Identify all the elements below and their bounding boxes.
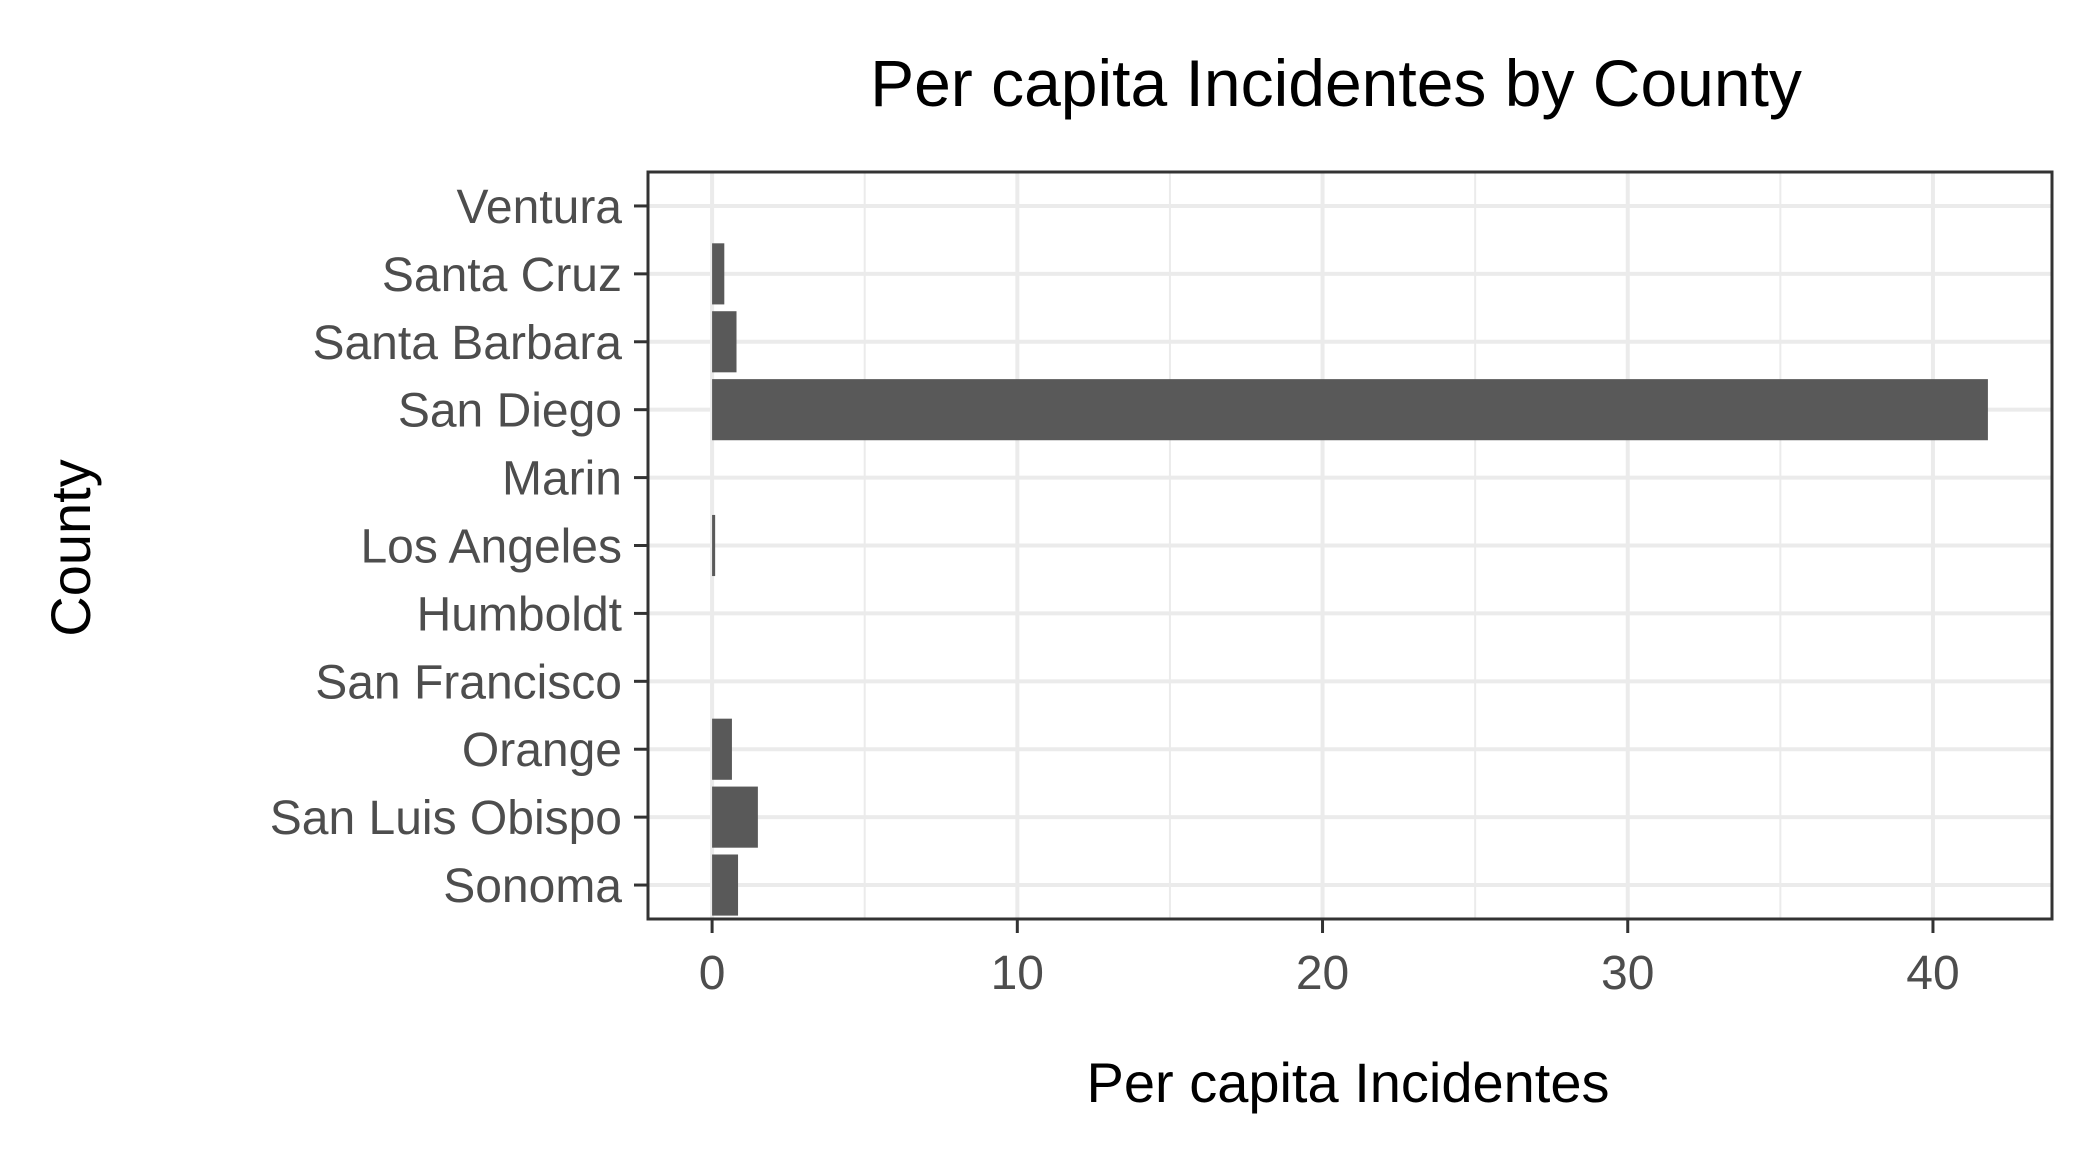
bar bbox=[712, 854, 739, 916]
y-tick-label: San Luis Obispo bbox=[270, 792, 622, 845]
y-tick-label: Santa Barbara bbox=[312, 317, 622, 370]
x-tick-label: 0 bbox=[699, 947, 726, 1000]
bar bbox=[712, 379, 1988, 441]
y-tick-label: Sonoma bbox=[443, 860, 622, 913]
y-tick-label: San Francisco bbox=[315, 656, 622, 709]
y-tick-label: Santa Cruz bbox=[382, 249, 622, 302]
x-axis: 0 10 20 30 40 bbox=[699, 919, 1960, 1000]
y-tick-label: Humboldt bbox=[417, 588, 622, 641]
x-axis-title: Per capita Incidentes bbox=[1087, 1051, 1610, 1114]
grid-lines bbox=[648, 172, 2052, 919]
bar bbox=[712, 243, 725, 305]
y-tick-label: Ventura bbox=[457, 181, 623, 234]
bar bbox=[712, 311, 737, 373]
plot-panel bbox=[646, 170, 2054, 921]
bar bbox=[712, 786, 758, 848]
bar bbox=[712, 718, 732, 780]
x-tick-label: 30 bbox=[1601, 947, 1654, 1000]
x-tick-label: 40 bbox=[1906, 947, 1959, 1000]
x-tick-label: 20 bbox=[1296, 947, 1349, 1000]
y-tick-label: Los Angeles bbox=[360, 521, 622, 574]
y-tick-label: Orange bbox=[462, 724, 622, 777]
bar bbox=[712, 514, 716, 577]
chart-title: Per capita Incidentes by County bbox=[870, 46, 1802, 120]
y-axis: Ventura Santa Cruz Santa Barbara San Diego M… bbox=[270, 181, 648, 913]
y-tick-label: Marin bbox=[502, 453, 622, 506]
bars bbox=[712, 243, 1988, 916]
y-axis-title: County bbox=[39, 459, 102, 636]
x-tick-label: 10 bbox=[991, 947, 1044, 1000]
y-tick-label: San Diego bbox=[398, 385, 622, 438]
